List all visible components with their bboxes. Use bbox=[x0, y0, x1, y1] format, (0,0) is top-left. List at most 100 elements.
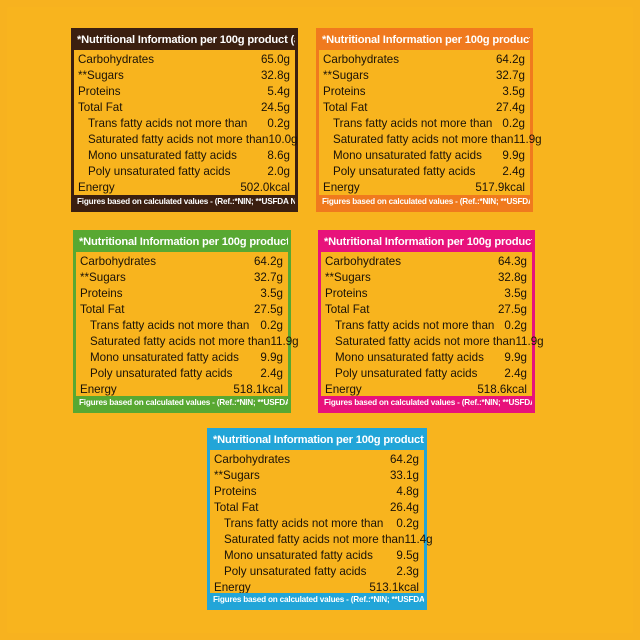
nutrient-row: Proteins 3.5g bbox=[319, 84, 530, 100]
panel-footer: Figures based on calculated values - (Re… bbox=[319, 195, 530, 209]
nutrient-value: 0.2g bbox=[396, 517, 419, 530]
nutrient-row: Carbohydrates 64.2g bbox=[76, 254, 288, 270]
nutrient-row: Trans fatty acids not more than 0.2g bbox=[74, 116, 295, 132]
nutrient-value: 64.3g bbox=[497, 255, 527, 268]
nutrient-label: Carbohydrates bbox=[325, 255, 402, 268]
nutrient-row: Saturated fatty acids not more than 11.9g bbox=[319, 132, 542, 148]
nutrient-row: Carbohydrates 64.2g bbox=[319, 52, 530, 68]
nutrient-label: Proteins bbox=[323, 85, 366, 98]
nutrient-value: 9.9g bbox=[260, 351, 283, 364]
nutrition-panel-green: *Nutritional Information per 100g produc… bbox=[73, 230, 299, 413]
nutrient-label: Total Fat bbox=[214, 501, 259, 514]
nutrient-value: 513.1kcal bbox=[369, 581, 419, 594]
nutrient-row: Saturated fatty acids not more than 10.0g bbox=[74, 132, 297, 148]
nutrient-label: Energy bbox=[78, 181, 115, 194]
nutrient-label: Poly unsaturated fatty acids bbox=[88, 165, 231, 178]
nutrient-row: Poly unsaturated fatty acids 2.3g bbox=[210, 564, 424, 580]
nutrient-row: Mono unsaturated fatty acids 9.9g bbox=[319, 148, 530, 164]
nutrient-label: Total Fat bbox=[323, 101, 368, 114]
nutrient-row: Total Fat 27.5g bbox=[321, 302, 532, 318]
nutrient-label: Saturated fatty acids not more than bbox=[88, 133, 269, 146]
nutrient-row: **Sugars 32.8g bbox=[74, 68, 295, 84]
nutrient-label: Mono unsaturated fatty acids bbox=[335, 351, 484, 364]
nutrient-label: Poly unsaturated fatty acids bbox=[333, 165, 476, 178]
panel-header: *Nutritional Information per 100g produc… bbox=[321, 233, 532, 252]
nutrient-value: 32.7g bbox=[253, 271, 283, 284]
nutrient-label: Poly unsaturated fatty acids bbox=[224, 565, 367, 578]
nutrition-rows: Carbohydrates 64.2g **Sugars 33.1g Proteins 4… bbox=[210, 450, 433, 596]
nutrient-label: Energy bbox=[325, 383, 362, 396]
nutrient-label: Saturated fatty acids not more than bbox=[90, 335, 271, 348]
nutrient-value: 65.0g bbox=[260, 53, 290, 66]
nutrient-label: Trans fatty acids not more than bbox=[88, 117, 248, 130]
nutrient-value: 64.2g bbox=[495, 53, 525, 66]
nutrient-row: Mono unsaturated fatty acids 9.5g bbox=[210, 548, 424, 564]
nutrition-panel-pink: *Nutritional Information per 100g produc… bbox=[318, 230, 544, 413]
nutrient-value: 2.4g bbox=[504, 367, 527, 380]
nutrient-value: 11.9g bbox=[270, 335, 299, 348]
nutrient-row: Trans fatty acids not more than 0.2g bbox=[210, 516, 424, 532]
nutrient-row: Total Fat 27.4g bbox=[319, 100, 530, 116]
nutrient-row: Carbohydrates 64.2g bbox=[210, 452, 424, 468]
nutrient-label: Proteins bbox=[214, 485, 257, 498]
nutrient-row: Saturated fatty acids not more than 11.4g bbox=[210, 532, 433, 548]
nutrient-value: 26.4g bbox=[389, 501, 419, 514]
nutrient-value: 64.2g bbox=[389, 453, 419, 466]
nutrient-row: Energy 502.0kcal bbox=[74, 180, 295, 196]
nutrient-label: Trans fatty acids not more than bbox=[90, 319, 250, 332]
nutrition-rows: Carbohydrates 64.2g **Sugars 32.7g Proteins 3… bbox=[76, 252, 299, 398]
nutrient-value: 9.5g bbox=[396, 549, 419, 562]
nutrient-label: Trans fatty acids not more than bbox=[335, 319, 495, 332]
nutrient-row: **Sugars 32.7g bbox=[319, 68, 530, 84]
nutrient-label: Carbohydrates bbox=[78, 53, 155, 66]
nutrient-row: Carbohydrates 65.0g bbox=[74, 52, 295, 68]
nutrient-value: 27.4g bbox=[495, 101, 525, 114]
nutrient-label: Poly unsaturated fatty acids bbox=[335, 367, 478, 380]
nutrient-value: 502.0kcal bbox=[240, 181, 290, 194]
nutrient-row: Mono unsaturated fatty acids 9.9g bbox=[76, 350, 288, 366]
nutrient-value: 0.2g bbox=[504, 319, 527, 332]
nutrient-label: **Sugars bbox=[214, 469, 260, 482]
nutrient-value: 2.3g bbox=[396, 565, 419, 578]
nutrient-label: Energy bbox=[214, 581, 251, 594]
nutrient-label: Total Fat bbox=[78, 101, 123, 114]
nutrient-value: 33.1g bbox=[389, 469, 419, 482]
nutrient-row: Saturated fatty acids not more than 11.9g bbox=[321, 334, 544, 350]
nutrient-label: Poly unsaturated fatty acids bbox=[90, 367, 233, 380]
nutrient-value: 3.5g bbox=[260, 287, 283, 300]
nutrient-row: Proteins 3.5g bbox=[76, 286, 288, 302]
nutrient-value: 32.7g bbox=[495, 69, 525, 82]
nutrient-value: 4.8g bbox=[396, 485, 419, 498]
nutrient-value: 9.9g bbox=[504, 351, 527, 364]
nutrient-row: Mono unsaturated fatty acids 9.9g bbox=[321, 350, 532, 366]
nutrient-row: Poly unsaturated fatty acids 2.4g bbox=[321, 366, 532, 382]
nutrient-value: 0.2g bbox=[267, 117, 290, 130]
panel-header: *Nutritional Information per 100g produc… bbox=[210, 431, 424, 450]
nutrient-value: 32.8g bbox=[497, 271, 527, 284]
nutrient-row: Energy 518.6kcal bbox=[321, 382, 532, 398]
nutrient-label: Mono unsaturated fatty acids bbox=[224, 549, 373, 562]
nutrition-rows: Carbohydrates 64.2g **Sugars 32.7g Proteins 3… bbox=[319, 50, 542, 196]
nutrient-value: 64.2g bbox=[253, 255, 283, 268]
nutrient-label: Total Fat bbox=[325, 303, 370, 316]
nutrient-row: **Sugars 32.7g bbox=[76, 270, 288, 286]
nutrient-value: 0.2g bbox=[260, 319, 283, 332]
nutrient-label: Saturated fatty acids not more than bbox=[224, 533, 405, 546]
nutrient-label: Proteins bbox=[325, 287, 368, 300]
nutrient-label: **Sugars bbox=[323, 69, 369, 82]
nutrient-label: Carbohydrates bbox=[80, 255, 157, 268]
nutrient-label: Proteins bbox=[80, 287, 123, 300]
nutrient-label: Saturated fatty acids not more than bbox=[333, 133, 514, 146]
nutrient-value: 0.2g bbox=[502, 117, 525, 130]
nutrient-label: Saturated fatty acids not more than bbox=[335, 335, 516, 348]
nutrient-row: Poly unsaturated fatty acids 2.4g bbox=[319, 164, 530, 180]
nutrient-row: Poly unsaturated fatty acids 2.4g bbox=[76, 366, 288, 382]
panel-footer: Figures based on calculated values - (Re… bbox=[76, 396, 288, 410]
nutrition-panel-blue: *Nutritional Information per 100g produc… bbox=[207, 428, 433, 610]
nutrient-row: Trans fatty acids not more than 0.2g bbox=[319, 116, 530, 132]
nutrient-row: **Sugars 32.8g bbox=[321, 270, 532, 286]
panel-footer: Figures based on calculated values - (Re… bbox=[210, 593, 424, 607]
nutrient-label: Total Fat bbox=[80, 303, 125, 316]
nutrient-value: 27.5g bbox=[497, 303, 527, 316]
